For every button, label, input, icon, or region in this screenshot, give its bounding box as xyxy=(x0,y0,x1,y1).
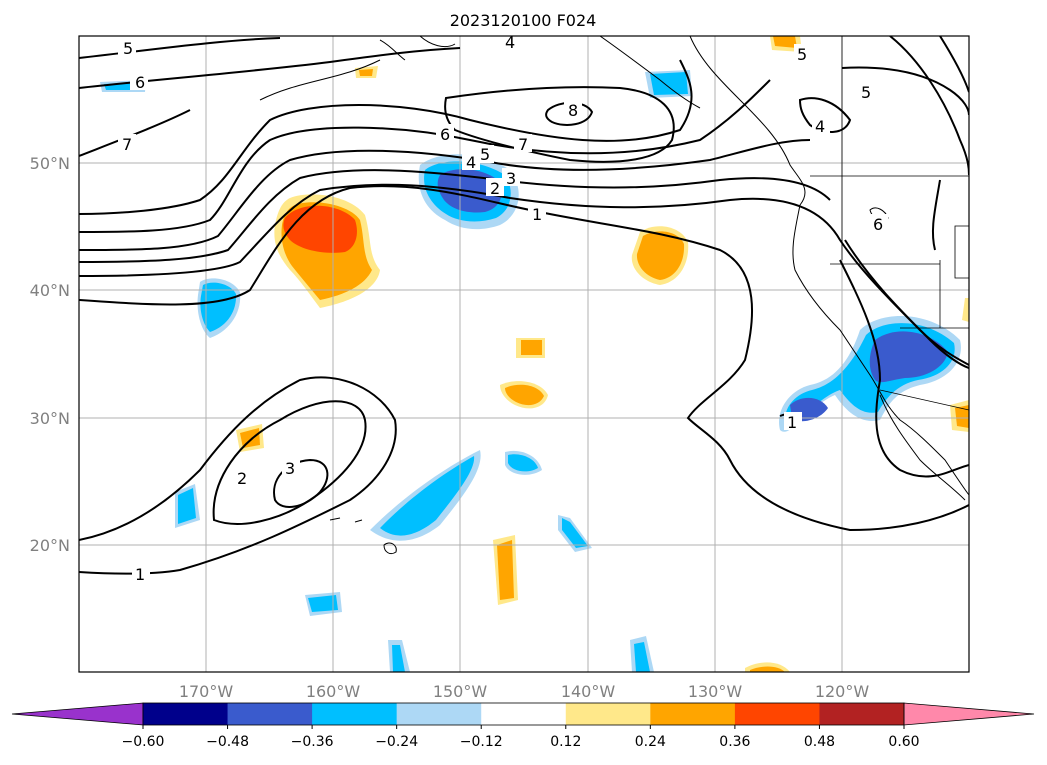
contour-label: 1 xyxy=(135,565,145,584)
contour-label: 6 xyxy=(135,73,145,92)
contour-label: 6 xyxy=(873,215,883,234)
contour-label: 3 xyxy=(506,169,516,188)
colorbar-segment xyxy=(819,703,905,725)
colorbar-segment xyxy=(565,703,651,725)
colorbar-tick-label: 0.12 xyxy=(550,734,581,750)
colorbar-segment xyxy=(396,703,482,725)
latitude-labels: 20°N 30°N 40°N 50°N xyxy=(30,154,70,555)
contour-label-group: 5 6 7 4 8 6 7 4 5 3 2 1 5 4 xyxy=(118,33,888,584)
colorbar-tick-label: −0.36 xyxy=(291,734,334,750)
colorbar-tick-label: −0.60 xyxy=(122,734,165,750)
contour-label: 7 xyxy=(122,135,132,154)
colorbar-tick-label: 0.24 xyxy=(635,734,666,750)
colorbar-segment xyxy=(734,703,820,725)
contour-label: 6 xyxy=(440,125,450,144)
map-frame xyxy=(78,35,970,673)
colorbar-segment xyxy=(481,703,567,725)
lon-label: 130°W xyxy=(688,682,743,701)
contour-label: 2 xyxy=(490,179,500,198)
lat-label: 40°N xyxy=(30,281,70,300)
contour-label: 4 xyxy=(815,117,825,136)
contour-lines xyxy=(79,36,969,575)
lon-label: 150°W xyxy=(433,682,488,701)
contour-label: 5 xyxy=(797,45,807,64)
contour-label: 4 xyxy=(466,153,476,172)
lat-label: 30°N xyxy=(30,409,70,428)
colorbar-tick-label: 0.60 xyxy=(888,734,919,750)
colorbar-tick-label: −0.24 xyxy=(375,734,418,750)
political-borders xyxy=(810,36,969,411)
contour-label: 3 xyxy=(285,459,295,478)
lon-label: 120°W xyxy=(815,682,870,701)
colorbar-outline xyxy=(142,702,905,726)
colorbar-segment xyxy=(312,703,398,725)
coastlines xyxy=(259,36,969,555)
colorbar-segment xyxy=(650,703,736,725)
colorbar-tick-label: 0.36 xyxy=(719,734,750,750)
contour-label: 8 xyxy=(568,101,578,120)
colorbar-tick-label: 0.48 xyxy=(804,734,835,750)
map-title: 2023120100 F024 xyxy=(450,11,597,30)
colorbar-max-extend xyxy=(903,702,1035,726)
lon-label: 170°W xyxy=(179,682,234,701)
colorbar-min-extend xyxy=(11,702,144,726)
colorbar-tick-label: −0.48 xyxy=(206,734,249,750)
contour-label: 7 xyxy=(518,135,528,154)
contour-label: 1 xyxy=(532,205,542,224)
colorbar-tick-label: −0.12 xyxy=(460,734,503,750)
contour-label: 5 xyxy=(123,39,133,58)
contour-label: 1 xyxy=(787,413,797,432)
contour-label: 2 xyxy=(237,469,247,488)
colorbar-segment xyxy=(143,703,229,725)
lat-label: 50°N xyxy=(30,154,70,173)
contour-label: 4 xyxy=(505,33,515,52)
anomaly-shading xyxy=(100,36,969,672)
colorbar: −0.60 −0.48 −0.36 −0.24 −0.12 0.12 0.24 0.36 0.4… xyxy=(11,702,1035,750)
lat-label: 20°N xyxy=(30,536,70,555)
lon-label: 160°W xyxy=(306,682,361,701)
contour-label: 5 xyxy=(480,145,490,164)
lon-label: 140°W xyxy=(561,682,616,701)
contour-label: 5 xyxy=(861,83,871,102)
colorbar-segment xyxy=(227,703,313,725)
longitude-labels: 170°W 160°W 150°W 140°W 130°W 120°W xyxy=(179,682,870,701)
